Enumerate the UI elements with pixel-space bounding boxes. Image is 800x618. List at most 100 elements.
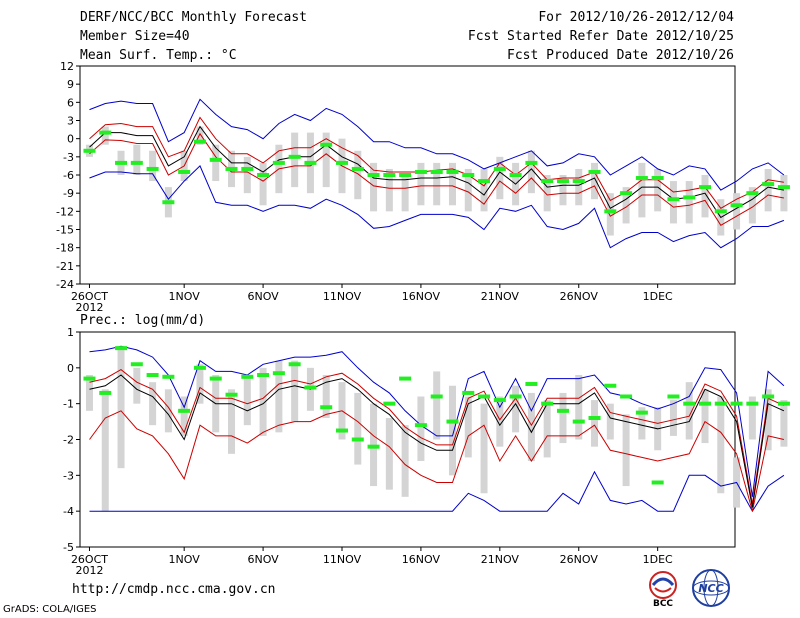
prec-marker — [288, 362, 301, 367]
prec-marker — [146, 373, 159, 377]
prec-marker — [541, 401, 554, 406]
prec-marker — [446, 419, 459, 424]
prec-spread-bar — [701, 389, 709, 444]
prec-spread-bar — [748, 396, 756, 440]
temp-marker — [541, 179, 554, 184]
temp-marker — [336, 160, 348, 165]
temp-spread-bar — [149, 150, 157, 182]
prec-spread-bar — [685, 382, 693, 440]
prec-marker — [730, 401, 743, 406]
prec-spread-bar — [527, 392, 535, 461]
prec-x-tick-label: 21NOV — [481, 553, 520, 566]
prec-marker — [430, 394, 443, 399]
prec-marker — [225, 392, 238, 397]
prec-spread-bar — [259, 367, 267, 436]
temp-marker — [209, 157, 222, 162]
temp-marker — [777, 185, 790, 190]
temp-spread-bar — [480, 168, 488, 212]
temp-y-tick-label: -12 — [56, 205, 74, 218]
prec-marker — [351, 437, 364, 442]
prec-upper-red-line — [89, 368, 785, 505]
temp-spread-bar — [733, 193, 741, 230]
prec-marker — [320, 405, 333, 410]
prec-spread-bar — [464, 396, 472, 458]
prec-spread-bar — [85, 375, 93, 411]
prec-spread-bar — [164, 389, 172, 433]
forecast-start-date: Fcst Started Refer Date 2012/10/25 — [467, 29, 734, 44]
temp-spread-bar — [748, 187, 756, 224]
ncc-logo-label: NCC — [698, 582, 723, 595]
temp-spread-bar — [685, 181, 693, 224]
temp-marker — [493, 166, 506, 171]
temp-marker — [651, 176, 664, 181]
temp-spread-bar — [243, 156, 251, 194]
temp-spread-bar — [654, 168, 662, 212]
prec-spread-bar — [243, 375, 251, 426]
temp-marker — [115, 160, 128, 165]
temp-y-tick-label: -9 — [63, 187, 74, 200]
forecast-period: For 2012/10/26-2012/12/04 — [538, 10, 734, 25]
prec-ensemble-mean-line — [89, 374, 785, 508]
temp-marker — [746, 191, 759, 196]
prec-spread-bar — [228, 389, 236, 454]
temp-x-tick-label: 16NOV — [402, 290, 441, 303]
prec-marker — [241, 374, 254, 379]
prec-y-tick-label: -3 — [63, 469, 74, 482]
temp-marker — [762, 182, 775, 187]
prec-marker — [209, 376, 222, 381]
prec-spread-bar — [180, 396, 188, 436]
prec-spread-bar — [606, 403, 614, 440]
prec-x-tick-label: 26OCT — [71, 553, 108, 566]
temp-spread-bar — [591, 162, 599, 200]
prec-spread-bar — [717, 396, 725, 494]
prec-x-tick-label: 16NOV — [402, 553, 441, 566]
prec-y-tick-label: -2 — [63, 434, 74, 447]
temp-spread-bar — [638, 162, 646, 218]
prec-marker — [509, 394, 522, 399]
temp-spread-bar — [496, 156, 504, 200]
prec-spread-bar — [433, 371, 441, 440]
temp-spread-bar — [543, 175, 551, 212]
prec-spread-bar — [385, 418, 393, 490]
prec-spread-bar — [543, 400, 551, 458]
temp-marker — [178, 169, 191, 174]
prec-marker — [178, 408, 191, 413]
prec-y-tick-label: -4 — [63, 505, 74, 518]
temp-marker — [509, 173, 522, 177]
temp-spread-bar — [701, 175, 709, 218]
prec-spread-bar — [496, 396, 504, 447]
temp-marker — [257, 173, 270, 177]
prec-marker — [588, 416, 601, 420]
prec-marker — [272, 371, 285, 376]
temp-y-tick-label: -6 — [63, 169, 74, 182]
prec-marker — [130, 362, 143, 367]
prec-spread-bar — [512, 385, 520, 433]
prec-year-label: 2012 — [75, 564, 103, 577]
prec-x-tick-label: 26NOV — [560, 553, 599, 566]
temp-marker — [241, 166, 254, 171]
temp-x-tick-label: 1DEC — [643, 290, 673, 303]
temp-x-tick-label: 26OCT — [71, 290, 108, 303]
grads-credit: GrADS: COLA/IGES — [3, 604, 97, 615]
temp-spread-bar — [385, 168, 393, 212]
temp-marker — [83, 148, 96, 153]
temp-marker — [430, 169, 443, 174]
member-size: Member Size=40 — [80, 29, 190, 44]
source-url[interactable]: http://cmdp.ncc.cma.gov.cn — [72, 582, 276, 597]
temp-spread-bar — [196, 126, 204, 145]
prec-lower-blue-line — [89, 470, 785, 513]
prec-marker — [336, 428, 348, 433]
temp-marker — [525, 160, 538, 165]
ncc-logo: NCC — [692, 569, 730, 607]
temp-spread-bar — [354, 150, 362, 200]
prec-spread-bar — [480, 403, 488, 494]
prec-marker — [83, 376, 96, 381]
temp-y-tick-label: 12 — [60, 60, 74, 73]
temp-spread-bar — [417, 162, 425, 206]
variable-label: Mean Surf. Temp.: °C — [80, 48, 237, 63]
temp-y-tick-label: -18 — [56, 242, 74, 255]
prec-marker — [762, 394, 775, 399]
temp-x-tick-label: 11NOV — [323, 290, 362, 303]
prec-marker — [556, 408, 569, 413]
temp-spread-bar — [780, 175, 788, 212]
